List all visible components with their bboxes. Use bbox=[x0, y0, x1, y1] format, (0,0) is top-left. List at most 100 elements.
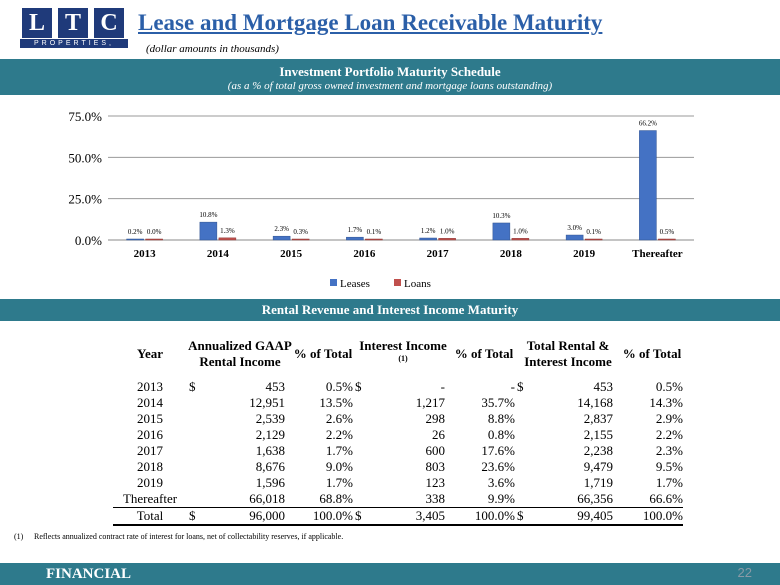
cell-year: Thereafter bbox=[122, 491, 178, 506]
lease-bar bbox=[199, 221, 218, 241]
lease-bar bbox=[492, 222, 511, 241]
cell-percent: 2.9% bbox=[655, 411, 683, 426]
chart-header-band: Investment Portfolio Maturity Schedule (… bbox=[0, 59, 780, 95]
table-row: 2016 2,129 2.2% 26 0.8% 2,155 2.2% bbox=[113, 427, 683, 443]
col-interest-footnote: (1) bbox=[398, 353, 408, 363]
lease-bar bbox=[419, 237, 437, 241]
cell-value: 453 bbox=[593, 379, 614, 394]
cell-value: 803 bbox=[425, 459, 446, 474]
cell-value: 99,405 bbox=[577, 508, 613, 523]
cell-currency: $ bbox=[189, 379, 196, 394]
data-label: 66.2% bbox=[639, 120, 657, 128]
cell-amount: 66,356 bbox=[515, 491, 621, 508]
cell-percent: 35.7% bbox=[481, 395, 515, 410]
cell-year: 2015 bbox=[137, 411, 163, 426]
cell-value: 2,837 bbox=[583, 411, 613, 426]
x-tick-label: 2018 bbox=[500, 248, 523, 260]
cell-percent: 1.7% bbox=[655, 475, 683, 490]
logo-subtitle: PROPERTIES, INC. bbox=[20, 39, 128, 56]
loan-bar bbox=[145, 238, 163, 241]
cell-percent: 1.7% bbox=[325, 443, 353, 458]
table-header-row: Year Annualized GAAP Rental Income % of … bbox=[113, 329, 683, 379]
cell-percent: 3.6% bbox=[487, 475, 515, 490]
col-interest-label: Interest Income bbox=[359, 337, 447, 353]
data-label: 0.1% bbox=[586, 228, 601, 236]
logo-letter-c: C bbox=[94, 8, 124, 38]
loan-bar bbox=[511, 238, 530, 241]
y-tick-label: 25.0% bbox=[68, 192, 102, 207]
footer-label: FINANCIAL bbox=[46, 566, 132, 582]
x-tick-label: 2014 bbox=[207, 248, 230, 260]
footnote: (1) Reflects annualized contract rate of… bbox=[14, 532, 343, 541]
data-label: 2.3% bbox=[274, 225, 289, 233]
cell-percent: 0.5% bbox=[655, 379, 683, 394]
x-tick-label: 2013 bbox=[134, 248, 157, 260]
cell-value: 1,217 bbox=[415, 395, 445, 410]
cell-amount: 12,951 bbox=[187, 395, 293, 411]
cell-amount: 2,238 bbox=[515, 443, 621, 459]
cell-value: 66,018 bbox=[249, 491, 285, 506]
cell-year: 2013 bbox=[137, 379, 163, 394]
cell-value: 96,000 bbox=[249, 508, 285, 523]
cell-value: - bbox=[440, 379, 445, 394]
cell-amount: 2,837 bbox=[515, 411, 621, 427]
cell-amount: 1,217 bbox=[353, 395, 453, 411]
cell-year: Total bbox=[113, 507, 187, 526]
ltc-logo: L T C PROPERTIES, INC. bbox=[20, 8, 128, 56]
cell-currency: $ bbox=[355, 508, 362, 523]
cell-percent: 2.2% bbox=[655, 427, 683, 442]
legend-swatch-loans bbox=[394, 279, 401, 286]
loan-bar bbox=[218, 237, 237, 241]
cell-amount: 1,638 bbox=[187, 443, 293, 459]
cell-value: 3,405 bbox=[415, 508, 445, 523]
cell-value: 9,479 bbox=[583, 459, 613, 474]
cell-percent: 100.0% bbox=[621, 507, 683, 526]
cell-percent: 100.0% bbox=[453, 507, 515, 526]
y-tick-label: 75.0% bbox=[68, 109, 102, 124]
cell-value: 2,129 bbox=[255, 427, 285, 442]
table-row: Thereafter 66,018 68.8% 338 9.9% 66,356 66.6% bbox=[113, 491, 683, 508]
cell-year: 2014 bbox=[137, 395, 163, 410]
data-label: 1.0% bbox=[440, 227, 455, 235]
cell-percent: 17.6% bbox=[481, 443, 515, 458]
col-year: Year bbox=[137, 346, 163, 361]
x-tick-label: 2017 bbox=[427, 248, 450, 260]
cell-value: 12,951 bbox=[249, 395, 285, 410]
table-row: 2015 2,539 2.6% 298 8.8% 2,837 2.9% bbox=[113, 411, 683, 427]
x-tick-label: 2016 bbox=[353, 248, 376, 260]
cell-amount: 338 bbox=[353, 491, 453, 508]
cell-value: 14,168 bbox=[577, 395, 613, 410]
cell-amount: 1,719 bbox=[515, 475, 621, 491]
x-tick-label: 2019 bbox=[573, 248, 596, 260]
data-label: 10.3% bbox=[492, 212, 510, 220]
cell-value: 338 bbox=[425, 491, 446, 506]
lease-bar bbox=[272, 235, 291, 241]
data-label: 0.1% bbox=[367, 228, 382, 236]
cell-amount: $99,405 bbox=[515, 507, 621, 526]
cell-amount: 9,479 bbox=[515, 459, 621, 475]
cell-value: 298 bbox=[425, 411, 446, 426]
cell-currency: $ bbox=[189, 508, 196, 523]
col-total-income: Total Rental & Interest Income bbox=[524, 338, 612, 369]
rental-revenue-table: Year Annualized GAAP Rental Income % of … bbox=[113, 329, 683, 526]
cell-percent: 1.7% bbox=[325, 475, 353, 490]
chart-band-title: Investment Portfolio Maturity Schedule bbox=[279, 64, 501, 79]
cell-amount: 2,539 bbox=[187, 411, 293, 427]
cell-value: 453 bbox=[265, 379, 286, 394]
cell-amount: $3,405 bbox=[353, 507, 453, 526]
col-pct-interest: % of Total bbox=[454, 346, 514, 361]
lease-bar bbox=[639, 130, 657, 241]
cell-percent: 2.6% bbox=[325, 411, 353, 426]
cell-year: 2019 bbox=[137, 475, 163, 490]
cell-percent: - bbox=[510, 379, 515, 394]
data-label: 3.0% bbox=[567, 224, 582, 232]
cell-value: 8,676 bbox=[255, 459, 285, 474]
cell-currency: $ bbox=[355, 379, 362, 394]
cell-amount: 2,155 bbox=[515, 427, 621, 443]
loan-bar bbox=[438, 238, 456, 241]
col-interest-income: Interest Income (1) bbox=[353, 329, 453, 379]
cell-value: 26 bbox=[432, 427, 445, 442]
data-label: 10.8% bbox=[199, 211, 217, 219]
chart-band-subtitle: (as a % of total gross owned investment … bbox=[227, 80, 553, 92]
cell-percent: 23.6% bbox=[481, 459, 515, 474]
